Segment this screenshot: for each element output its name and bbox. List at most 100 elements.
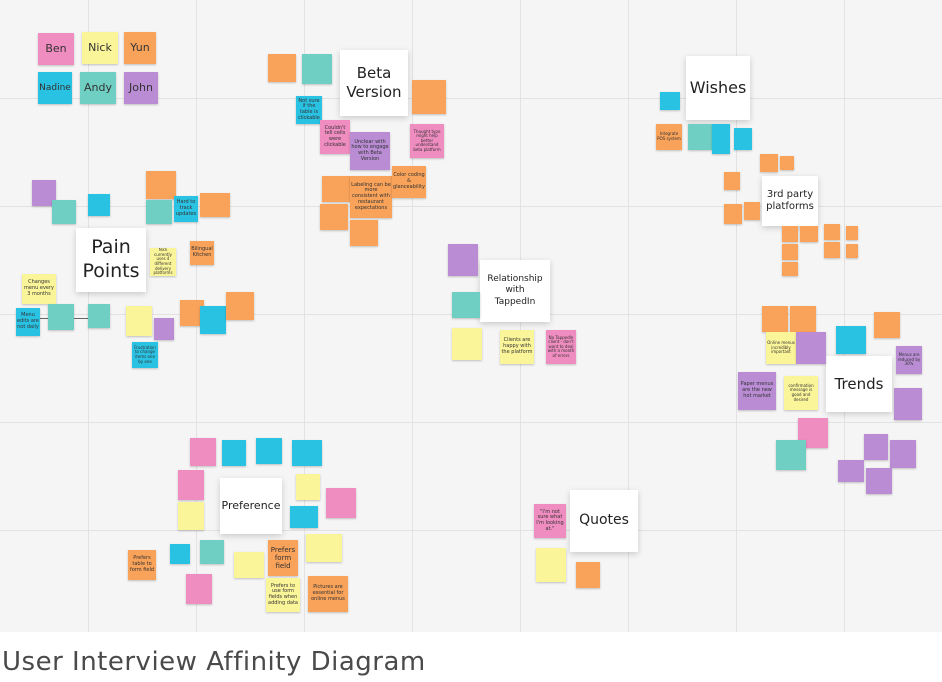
sticky-note[interactable]	[866, 468, 892, 494]
sticky-note[interactable]	[796, 332, 826, 364]
sticky-note[interactable]	[688, 124, 712, 150]
sticky-note[interactable]	[190, 438, 216, 466]
changes-menu-note[interactable]: Changes menu every 3 months	[22, 274, 56, 304]
sticky-note[interactable]	[256, 438, 282, 464]
sticky-note[interactable]	[88, 304, 110, 328]
unclear-beta-note[interactable]: Unclear with how to engage with Beta Ver…	[350, 132, 390, 170]
sticky-note[interactable]	[306, 534, 342, 562]
sticky-note[interactable]	[48, 304, 74, 330]
clients-happy-note[interactable]: Clients are happy with the platform	[500, 330, 534, 364]
sticky-note[interactable]	[322, 176, 350, 202]
pictures-essential-note[interactable]: Pictures are essential for online menus	[308, 576, 348, 612]
table-clickable-note[interactable]: Not sure if the table is clickable	[296, 96, 322, 124]
quote-not-sure-note[interactable]: "I'm not sure what I'm looking at."	[534, 504, 566, 538]
whiteboard-canvas[interactable]: Ben Nick Yun Nadine Andy John Pain Point…	[0, 0, 942, 632]
hard-to-track-note[interactable]: Hard to track updates	[174, 196, 198, 222]
sticky-note[interactable]	[782, 262, 798, 276]
sticky-note[interactable]	[864, 434, 888, 460]
sticky-note[interactable]	[320, 204, 348, 230]
sticky-note[interactable]	[178, 470, 204, 500]
sticky-note[interactable]	[760, 154, 778, 172]
sticky-note[interactable]	[724, 204, 742, 224]
sticky-note[interactable]	[712, 124, 730, 154]
sticky-note[interactable]	[576, 562, 600, 588]
cluster-title-quotes[interactable]: Quotes	[570, 490, 638, 552]
sticky-note[interactable]	[296, 474, 320, 500]
cluster-title-beta-version[interactable]: Beta Version	[340, 50, 408, 116]
frustration-note[interactable]: Frustration to change items one by one	[132, 342, 158, 368]
nick-uses-platforms-note[interactable]: Nick currently uses 4 different delivery…	[150, 248, 176, 276]
menu-edits-note[interactable]: Menu edits are not daily	[16, 308, 40, 336]
paper-menus-note[interactable]: Paper menus are the new hot market	[738, 372, 776, 410]
prefers-form-field-note[interactable]: Prefers form field	[268, 540, 298, 576]
sticky-note[interactable]	[734, 128, 752, 150]
integrate-pos-note[interactable]: Integrate POS system	[656, 124, 682, 150]
sticky-note[interactable]	[146, 171, 176, 199]
sticky-note[interactable]	[744, 202, 760, 220]
cluster-title-trends[interactable]: Trends	[826, 356, 892, 412]
sticky-note[interactable]	[178, 502, 204, 530]
participant-yun-note[interactable]: Yun	[124, 32, 156, 64]
sticky-note[interactable]	[780, 156, 794, 170]
participant-john-note[interactable]: John	[124, 72, 158, 104]
sticky-note[interactable]	[226, 292, 254, 320]
participant-andy-note[interactable]: Andy	[80, 72, 116, 104]
sticky-note[interactable]	[186, 574, 212, 604]
prefers-table-note[interactable]: Prefers table to form field	[128, 550, 156, 580]
sticky-note[interactable]	[782, 226, 798, 242]
cluster-title-wishes[interactable]: Wishes	[686, 56, 750, 120]
confirmation-message-note[interactable]: confirmation message is good and desired	[784, 376, 818, 410]
sticky-note[interactable]	[782, 244, 798, 260]
cluster-title-3rd-party[interactable]: 3rd party platforms	[762, 176, 818, 226]
sticky-note[interactable]	[762, 306, 788, 332]
use-form-fields-note[interactable]: Prefers to use form fields when adding d…	[266, 578, 300, 612]
sticky-note[interactable]	[790, 306, 816, 332]
sticky-note[interactable]	[452, 328, 482, 360]
menus-reduced-note[interactable]: Menus are reduced by 30%	[896, 346, 922, 374]
sticky-note[interactable]	[660, 92, 680, 110]
sticky-note[interactable]	[302, 54, 332, 84]
sticky-note[interactable]	[88, 194, 110, 216]
sticky-note[interactable]	[170, 544, 190, 564]
cluster-title-preference[interactable]: Preference	[220, 478, 282, 534]
sticky-note[interactable]	[824, 242, 840, 258]
sticky-note[interactable]	[800, 226, 818, 242]
no-tappedin-note[interactable]: No TappedIn client - don't want to deal …	[546, 330, 576, 364]
sticky-note[interactable]	[846, 226, 858, 240]
sticky-note[interactable]	[200, 306, 226, 334]
sticky-note[interactable]	[874, 312, 900, 338]
thought-type-note[interactable]: Thought type might help better understan…	[410, 124, 444, 158]
sticky-note[interactable]	[52, 200, 76, 224]
sticky-note[interactable]	[292, 440, 322, 466]
sticky-note[interactable]	[412, 80, 446, 114]
sticky-note[interactable]	[836, 326, 866, 354]
sticky-note[interactable]	[200, 540, 224, 564]
sticky-note[interactable]	[146, 200, 172, 224]
cluster-title-pain-points[interactable]: Pain Points	[76, 228, 146, 292]
sticky-note[interactable]	[234, 552, 264, 578]
sticky-note[interactable]	[350, 220, 378, 246]
sticky-note[interactable]	[326, 488, 356, 518]
sticky-note[interactable]	[890, 440, 916, 468]
sticky-note[interactable]	[268, 54, 296, 82]
sticky-note[interactable]	[846, 244, 858, 258]
sticky-note[interactable]	[724, 172, 740, 190]
sticky-note[interactable]	[838, 460, 864, 482]
sticky-note[interactable]	[200, 193, 230, 217]
participant-nadine-note[interactable]: Nadine	[38, 72, 72, 104]
participant-nick-note[interactable]: Nick	[82, 32, 118, 64]
sticky-note[interactable]	[154, 318, 174, 340]
online-menus-note[interactable]: Online menus incredibly important	[766, 332, 796, 364]
sticky-note[interactable]	[894, 388, 922, 420]
cells-clickable-note[interactable]: Couldn't tell cells were clickable	[320, 120, 350, 154]
participant-ben-note[interactable]: Ben	[38, 33, 74, 65]
sticky-note[interactable]	[126, 306, 152, 336]
sticky-note[interactable]	[290, 506, 318, 528]
sticky-note[interactable]	[824, 224, 840, 240]
sticky-note[interactable]	[536, 548, 566, 582]
sticky-note[interactable]	[452, 292, 480, 318]
sticky-note[interactable]	[776, 440, 806, 470]
bilingual-kitchen-note[interactable]: Bilingual Kitchen	[190, 241, 214, 265]
color-coding-note[interactable]: Color coding & glanceability	[392, 166, 426, 198]
cluster-title-relationship[interactable]: Relationship with TappedIn	[480, 260, 550, 322]
